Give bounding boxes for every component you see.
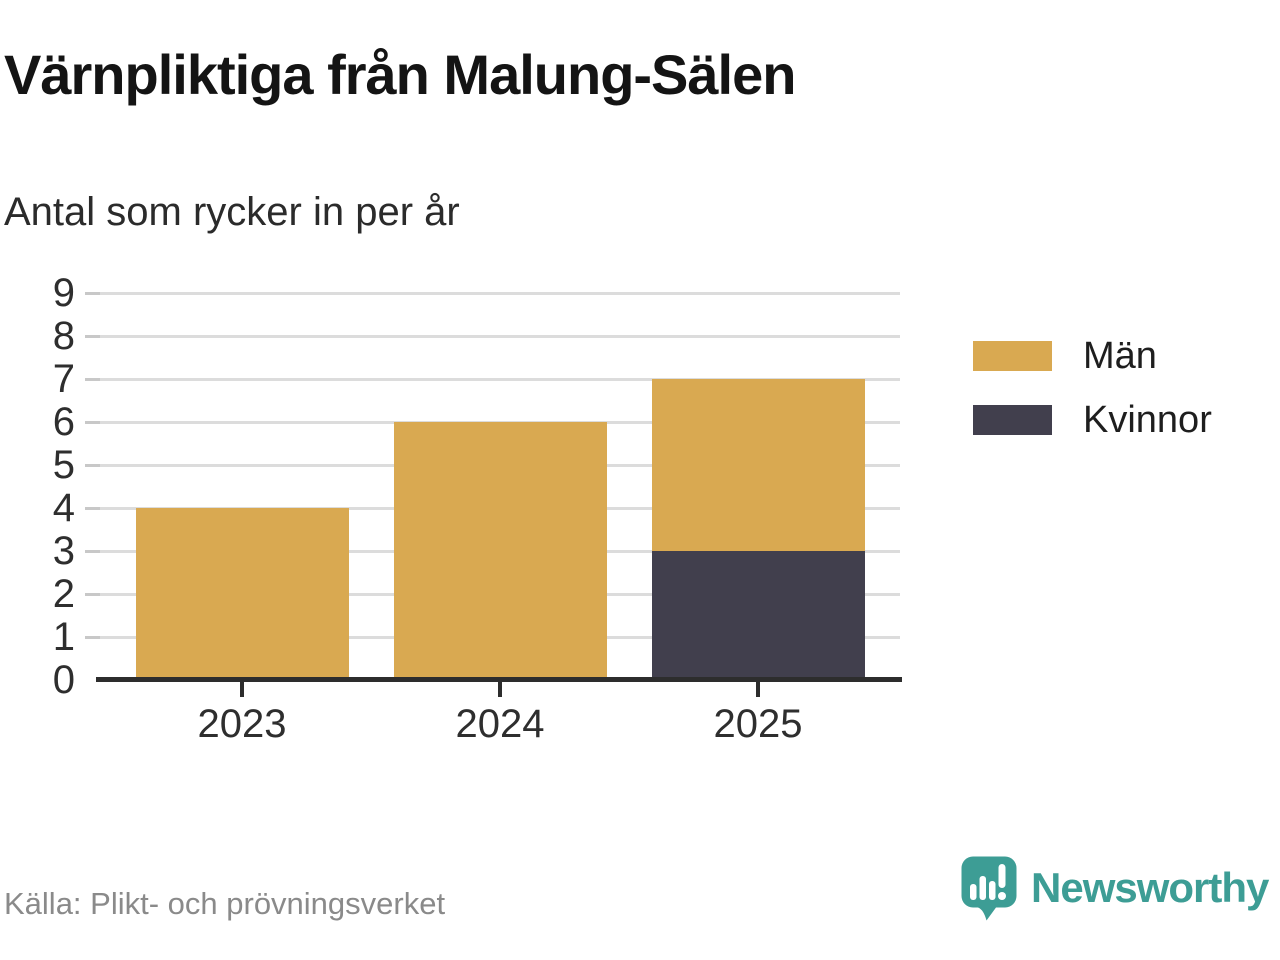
legend-swatch	[973, 405, 1052, 435]
bar-2025-Kvinnor	[651, 551, 865, 680]
gridline-9	[85, 291, 900, 295]
x-tick-2024	[498, 682, 502, 697]
y-tick-label: 5	[52, 443, 75, 487]
x-axis: 2023 2024 2025	[100, 702, 900, 752]
legend-label: Kvinnor	[1083, 399, 1212, 441]
newsworthy-wordmark: Newsworthy	[1031, 864, 1269, 911]
gridline-7	[85, 377, 900, 381]
y-tick-label: 2	[52, 572, 75, 616]
newsworthy-logo: Newsworthy	[960, 854, 1269, 922]
source-text: Källa: Plikt- och prövningsverket	[4, 886, 446, 921]
gridline-8	[85, 334, 900, 338]
y-tick-label: 8	[52, 314, 75, 358]
y-tick-label: 1	[52, 615, 75, 659]
chart-subtitle: Antal som rycker in per år	[4, 190, 460, 234]
x-tick-2023	[240, 682, 244, 697]
newsworthy-logo-icon	[961, 856, 1017, 920]
y-tick-label: 0	[52, 658, 75, 702]
legend: Män Kvinnor	[973, 337, 1212, 465]
x-axis-line	[96, 677, 902, 682]
y-tick-label: 6	[52, 400, 75, 444]
legend-item-Män: Män	[973, 337, 1212, 375]
legend-item-Kvinnor: Kvinnor	[973, 401, 1212, 439]
bar-2025-Män	[651, 379, 865, 551]
bar-2024-Män	[393, 422, 607, 680]
x-tick-label: 2025	[713, 702, 803, 746]
legend-label: Män	[1083, 335, 1157, 377]
legend-swatch	[973, 341, 1052, 371]
x-tick-label: 2023	[197, 702, 287, 746]
y-tick-label: 7	[52, 357, 75, 401]
y-tick-label: 4	[52, 486, 75, 530]
bar-2023-Män	[135, 508, 349, 680]
x-tick-2025	[756, 682, 760, 697]
y-tick-label: 3	[52, 529, 75, 573]
x-tick-label: 2024	[455, 702, 545, 746]
y-tick-label: 9	[52, 271, 75, 315]
plot-area	[85, 291, 902, 697]
chart-title: Värnpliktiga från Malung-Sälen	[4, 43, 796, 106]
